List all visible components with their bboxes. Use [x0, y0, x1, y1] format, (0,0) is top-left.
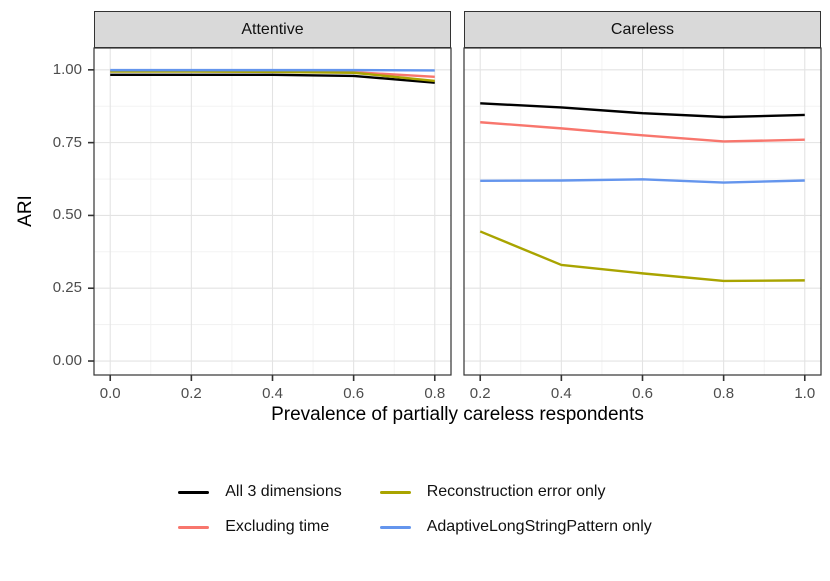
x-tick-label: 0.6 — [632, 385, 653, 402]
y-tick-label: 1.00 — [52, 60, 82, 78]
legend-key-line — [178, 490, 210, 494]
legend-label: AdaptiveLongStringPattern only — [426, 518, 652, 535]
x-tick-label: 0.8 — [713, 385, 735, 402]
legend-item: Reconstruction error only — [379, 481, 652, 503]
y-tick-label: 0.25 — [52, 279, 82, 297]
x-tick-label: 0.6 — [343, 385, 365, 402]
x-tick-label: 0.4 — [262, 385, 283, 402]
x-tick-label: 0.0 — [99, 385, 121, 402]
legend-key-line — [178, 525, 210, 529]
x-tick-label: 0.4 — [550, 385, 572, 402]
legend-item: All 3 dimensions — [178, 481, 342, 503]
x-tick-label: 0.2 — [469, 385, 491, 402]
facet-label-attentive: Attentive — [241, 20, 304, 38]
x-tick-label: 0.8 — [424, 385, 446, 402]
legend-label: All 3 dimensions — [225, 483, 342, 500]
series-line-reconstruction-error-only — [479, 230, 805, 283]
y-tick-label: 0.50 — [52, 206, 82, 224]
x-tick-label: 0.2 — [180, 385, 202, 402]
x-axis-title: Prevalence of partially careless respond… — [271, 404, 644, 425]
legend-key-line — [379, 490, 411, 494]
legend-item: AdaptiveLongStringPattern only — [379, 516, 652, 538]
series-line-reconstruction-error-only — [110, 70, 435, 83]
facet-label-careless: Careless — [610, 20, 675, 38]
legend-label: Excluding time — [225, 518, 330, 535]
y-tick-label: 0.00 — [52, 352, 82, 370]
series-line-adaptivelongstringpattern-only — [480, 178, 805, 184]
y-axis-title: ARI — [15, 195, 36, 227]
y-tick-label: 0.75 — [52, 133, 82, 151]
legend-item: Excluding time — [178, 516, 342, 538]
series-line-all-3-dimensions — [110, 73, 435, 84]
x-tick-label: 1.0 — [794, 385, 816, 402]
legend: All 3 dimensions Reconstruction error onl… — [0, 481, 830, 538]
legend-label: Reconstruction error only — [426, 483, 606, 500]
facet-strip-attentive: Attentive — [94, 11, 451, 48]
series-line-excluding-time — [480, 121, 805, 143]
legend-key-line — [379, 525, 411, 529]
legend-grid: All 3 dimensions Reconstruction error onl… — [178, 481, 652, 538]
series-line-all-3-dimensions — [480, 102, 805, 119]
